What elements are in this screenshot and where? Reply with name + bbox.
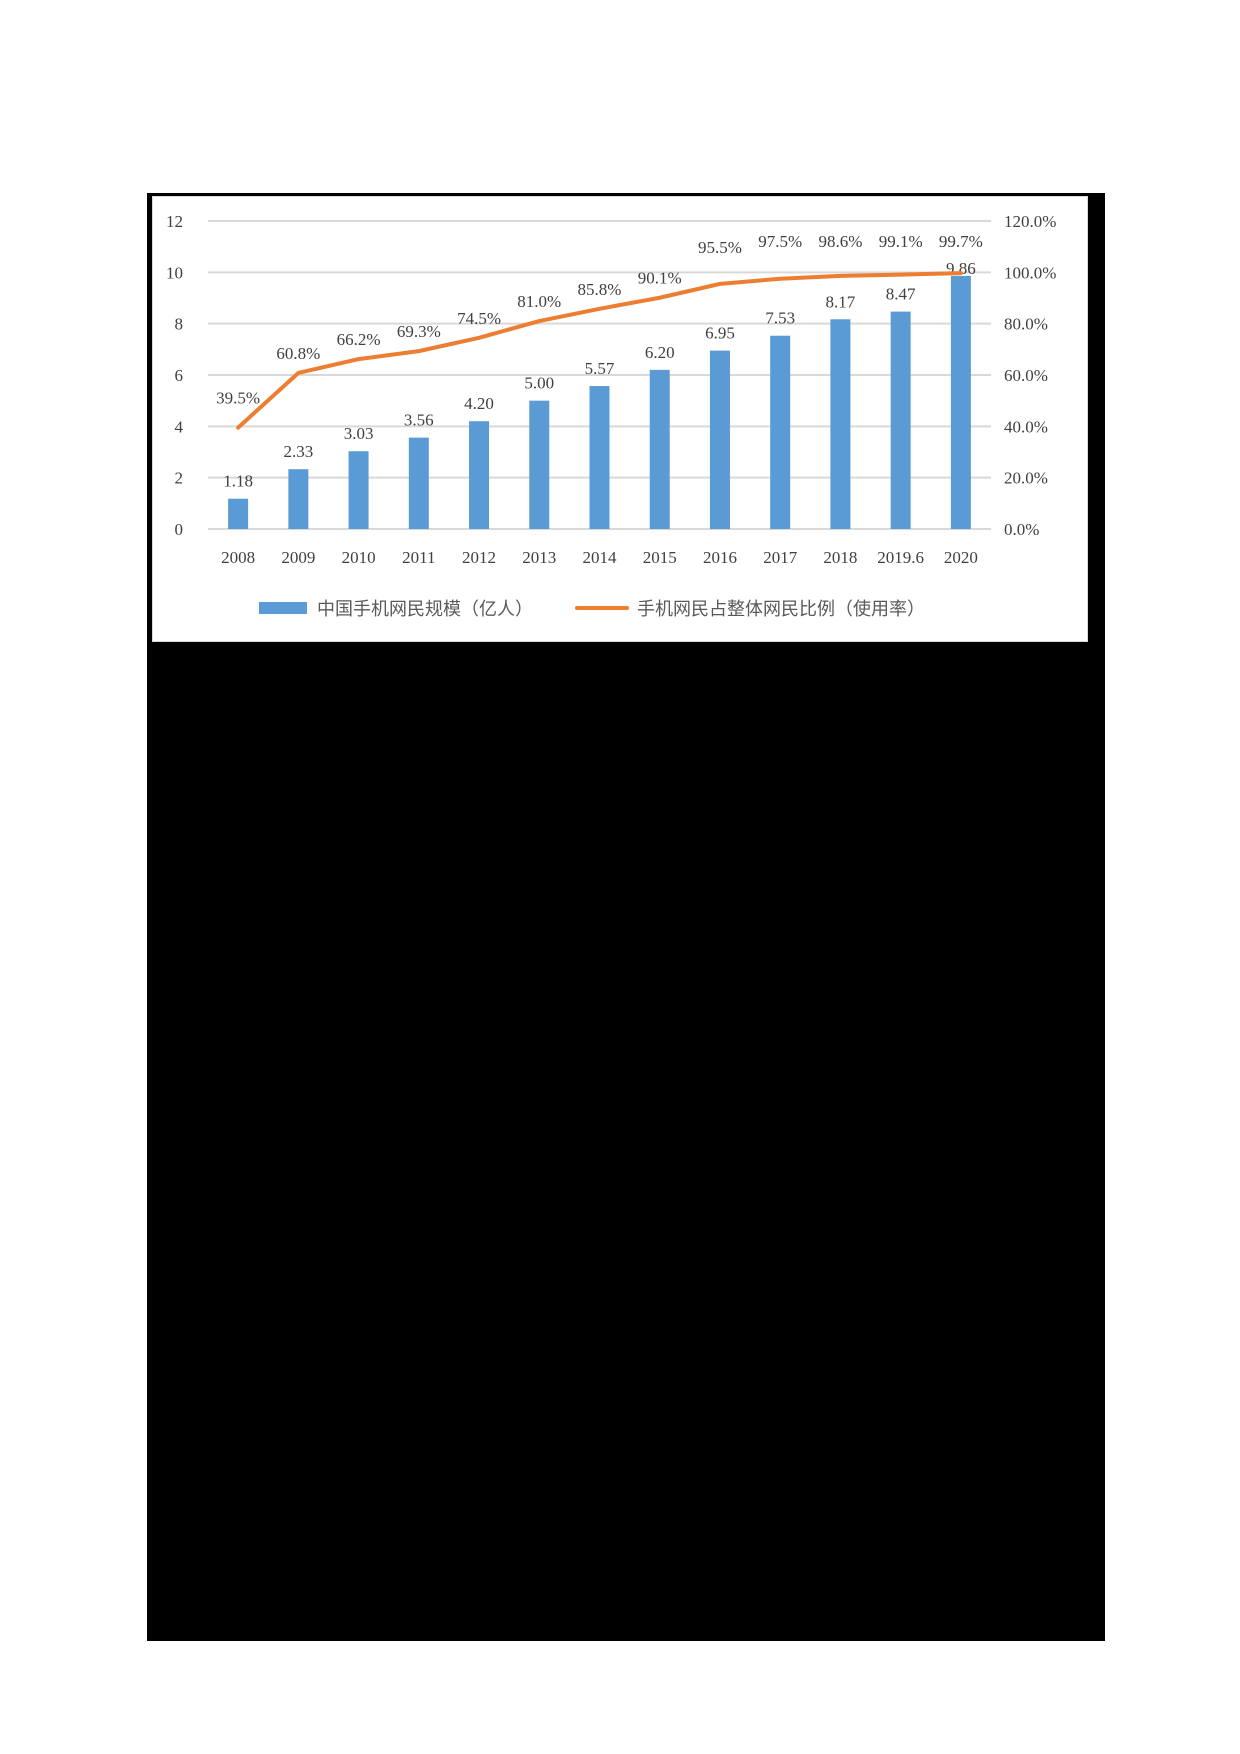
bar: [288, 469, 309, 529]
line-value-label: 99.7%: [939, 232, 983, 251]
line-value-label: 39.5%: [216, 389, 260, 408]
x-tick-label: 2011: [402, 548, 435, 567]
right-tick-label: 60.0%: [1004, 366, 1048, 385]
x-tick-label: 2015: [643, 548, 677, 567]
line-series: [236, 271, 963, 430]
right-tick-label: 120.0%: [1004, 212, 1056, 231]
bar-value-label: 6.95: [705, 324, 735, 343]
chart-panel: 0 2 4 6 8 10 12 0.0% 20.0% 40.0% 60.0% 80.0% 100.0%…: [152, 196, 1088, 642]
bar-value-label: 5.57: [585, 359, 615, 378]
bar-value-label: 3.03: [344, 424, 374, 443]
left-tick-label: 12: [166, 212, 183, 231]
bar: [469, 421, 490, 529]
x-axis: 2008 2009 2010 2011 2012 2013 2014 2015 2016 2017…: [221, 548, 978, 567]
x-tick-label: 2009: [281, 548, 315, 567]
right-tick-label: 40.0%: [1004, 417, 1048, 436]
bar-value-label: 8.47: [886, 285, 916, 304]
legend-label-bar: 中国手机网民规模（亿人）: [317, 599, 533, 620]
legend-label-line: 手机网民占整体网民比例（使用率）: [637, 599, 925, 620]
x-tick-label: 2013: [522, 548, 556, 567]
combo-chart: 0 2 4 6 8 10 12 0.0% 20.0% 40.0% 60.0% 80.0% 100.0%…: [166, 212, 1056, 620]
bar-value-label: 5.00: [524, 374, 554, 393]
x-tick-label: 2019.6: [877, 548, 924, 567]
line-value-label: 60.8%: [276, 344, 320, 363]
bar: [529, 400, 550, 529]
line-data-labels: 39.5% 60.8% 66.2% 69.3% 74.5% 81.0% 85.8% 90.1%…: [216, 232, 983, 408]
x-tick-label: 2014: [583, 548, 618, 567]
x-tick-label: 2012: [462, 548, 496, 567]
line-value-label: 98.6%: [818, 232, 862, 251]
bar: [348, 451, 369, 529]
bar: [890, 311, 911, 529]
line-value-label: 81.0%: [517, 292, 561, 311]
bar-value-label: 7.53: [765, 309, 795, 328]
x-tick-label: 2018: [823, 548, 857, 567]
bar-value-label: 1.18: [223, 472, 253, 491]
x-tick-label: 2017: [763, 548, 798, 567]
bar-series: [228, 275, 971, 529]
bar: [709, 350, 730, 529]
right-tick-label: 80.0%: [1004, 315, 1048, 334]
x-tick-label: 2008: [221, 548, 255, 567]
bar-data-labels: 1.18 2.33 3.03 3.56 4.20 5.00 5.57 6.20 6.95 7.53…: [223, 259, 976, 491]
line-value-label: 66.2%: [337, 330, 381, 349]
left-tick-label: 4: [175, 417, 184, 436]
bar: [228, 498, 249, 529]
bar: [408, 437, 429, 529]
right-tick-label: 0.0%: [1004, 520, 1039, 539]
left-tick-label: 2: [175, 469, 184, 488]
left-tick-label: 8: [175, 315, 184, 334]
left-tick-label: 10: [166, 263, 183, 282]
usage-rate-line: [236, 271, 963, 430]
bar: [950, 275, 971, 529]
left-tick-label: 0: [175, 520, 184, 539]
legend: 中国手机网民规模（亿人） 手机网民占整体网民比例（使用率）: [259, 599, 925, 620]
line-value-label: 97.5%: [758, 232, 802, 251]
line-value-label: 90.1%: [638, 269, 682, 288]
right-tick-label: 100.0%: [1004, 263, 1056, 282]
line-value-label: 95.5%: [698, 238, 742, 257]
bar: [770, 335, 791, 529]
bar-value-label: 4.20: [464, 394, 494, 413]
bar: [589, 386, 610, 529]
right-tick-label: 20.0%: [1004, 469, 1048, 488]
bar-value-label: 2.33: [283, 442, 313, 461]
x-tick-label: 2010: [342, 548, 376, 567]
right-axis: 0.0% 20.0% 40.0% 60.0% 80.0% 100.0% 120.0%: [1004, 212, 1056, 539]
line-value-label: 99.1%: [879, 232, 923, 251]
legend-swatch-bar: [259, 602, 307, 614]
x-tick-label: 2020: [944, 548, 978, 567]
bar: [830, 319, 851, 529]
left-tick-label: 6: [175, 366, 184, 385]
line-value-label: 74.5%: [457, 309, 501, 328]
bar-value-label: 6.20: [645, 343, 675, 362]
line-value-label: 85.8%: [578, 280, 622, 299]
bar: [649, 369, 670, 529]
bar-value-label: 8.17: [826, 292, 856, 311]
line-value-label: 69.3%: [397, 322, 441, 341]
left-axis: 0 2 4 6 8 10 12: [166, 212, 184, 539]
bar-value-label: 3.56: [404, 411, 434, 430]
x-tick-label: 2016: [703, 548, 737, 567]
